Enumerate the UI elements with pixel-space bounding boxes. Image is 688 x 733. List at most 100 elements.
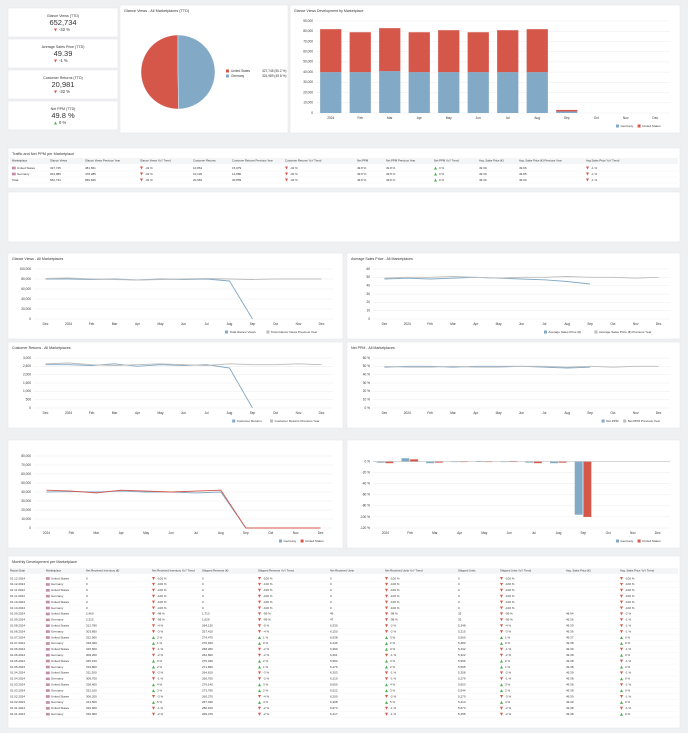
- bar: [525, 461, 534, 463]
- table-cell: -3 %: [157, 629, 164, 633]
- x-tick-label: Nov: [633, 322, 639, 326]
- bar-segment: [467, 32, 489, 73]
- table-cell: -100 %: [625, 582, 635, 586]
- column-header: Net PPM: [357, 159, 369, 163]
- table-cell: 49.39: [566, 671, 574, 675]
- pie-slice: [140, 34, 179, 110]
- table-cell: 49.85: [519, 172, 527, 176]
- table-cell: -2 %: [263, 712, 270, 716]
- trend-arrow: [285, 178, 288, 182]
- table-title: Monthly Development per Marketplace: [12, 560, 77, 564]
- column-header: Report Date: [10, 569, 26, 573]
- y-tick-label: 0 %: [365, 459, 371, 463]
- flag-icon: [45, 701, 50, 704]
- trend-arrow: [258, 636, 261, 639]
- table-cell: 5,673: [458, 706, 466, 710]
- legend-label: Total Glance Views Previous Year: [271, 330, 317, 334]
- trend-arrow: [152, 659, 155, 663]
- table-cell: 49.8 %: [386, 166, 396, 170]
- table-cell: Germany: [51, 665, 64, 669]
- table-cell: 279,140: [202, 682, 213, 686]
- x-tick-label: Feb: [427, 322, 433, 326]
- line-series: [384, 365, 591, 369]
- flag-icon: [45, 630, 50, 633]
- trend-arrow: [152, 618, 155, 622]
- trend-arrow: [152, 630, 155, 634]
- y-tick-label: -40 %: [362, 482, 370, 486]
- table-cell: 01.03.2024: [10, 688, 25, 692]
- legend-label: Customer Returns Previous Year: [275, 419, 320, 423]
- table-cell: 0 %: [439, 166, 445, 170]
- table-cell: 1,629: [202, 618, 210, 622]
- column-header: Net PPM Previous Year: [386, 159, 415, 163]
- y-tick-label: 30,000: [303, 80, 313, 84]
- kpi-card: [7, 38, 119, 69]
- table-cell: -100 %: [505, 576, 515, 580]
- table-cell: 01.07.2024: [10, 635, 25, 639]
- table-cell: -100 %: [157, 594, 167, 598]
- table-cell: 481,561: [85, 166, 96, 170]
- table-cell: United States: [51, 576, 70, 580]
- table-cell: 273,790: [202, 688, 213, 692]
- x-tick-label: Aug: [564, 322, 570, 326]
- table-cell: -2 %: [505, 706, 512, 710]
- trend-arrow: [620, 665, 623, 669]
- x-tick-label: Jun: [168, 531, 173, 535]
- trend-arrow: [385, 588, 388, 592]
- chart-card: [346, 341, 681, 429]
- table-cell: 0 %: [263, 641, 269, 645]
- table-cell: -100 %: [263, 582, 273, 586]
- table-cell: -100 %: [505, 606, 515, 610]
- x-tick-label: Aug: [556, 531, 562, 535]
- table-cell: 01.07.2024: [10, 641, 25, 645]
- trend-arrow: [500, 653, 503, 657]
- table-cell: -2 %: [263, 677, 270, 681]
- table-cell: 01.10.2024: [10, 606, 25, 610]
- trend-arrow: [620, 695, 623, 698]
- column-header: Shipped Units YoY Trend: [500, 569, 531, 573]
- line-series: [45, 363, 253, 409]
- table-cell: -98 %: [390, 618, 398, 622]
- table-cell: -1 %: [505, 677, 512, 681]
- table-cell: -100 %: [390, 588, 400, 592]
- table-cell: -100 %: [390, 576, 400, 580]
- trend-arrow: [385, 677, 388, 681]
- line-series: [45, 277, 322, 281]
- x-tick-label: Nov: [623, 116, 629, 120]
- legend-swatch: [270, 419, 273, 423]
- table-cell: 0: [458, 606, 460, 610]
- table-cell: -1 %: [390, 653, 397, 657]
- table-cell: 269,370: [202, 712, 213, 716]
- data-label: 324,989 (49.8 %): [262, 74, 286, 78]
- table-cell: 2 %: [505, 659, 511, 663]
- y-tick-label: 1,000: [23, 389, 31, 393]
- table-cell: 10,120: [193, 172, 203, 176]
- table-cell: 01.10.2024: [10, 600, 25, 604]
- table-cell: 6,650: [330, 682, 338, 686]
- trend-arrow: [152, 671, 155, 675]
- table-cell: 49.8 %: [386, 172, 396, 176]
- bar: [558, 461, 567, 463]
- x-tick-label: Oct: [273, 411, 278, 415]
- table-cell: 0 %: [625, 688, 631, 692]
- trend-arrow: [258, 659, 261, 663]
- column-header: Shipped Revenue (€): [202, 569, 229, 573]
- table-cell: 4 %: [505, 700, 511, 704]
- table-cell: -100 %: [263, 606, 273, 610]
- y-tick-label: 0: [311, 111, 313, 115]
- trend-arrow: [258, 612, 261, 616]
- trend-arrow: [385, 636, 388, 639]
- table-cell: -100 %: [263, 600, 273, 604]
- table-cell: Total: [12, 178, 19, 182]
- y-tick-label: 100,000: [19, 267, 31, 271]
- x-tick-label: Sep: [587, 411, 593, 415]
- y-tick-label: 60,000: [303, 50, 313, 54]
- x-tick-label: Nov: [293, 531, 299, 535]
- legend-swatch: [616, 539, 619, 543]
- x-tick-label: Jul: [532, 531, 536, 535]
- table-cell: Germany: [51, 688, 64, 692]
- x-tick-label: Mar: [450, 411, 456, 415]
- table-cell: 5,455: [458, 712, 466, 716]
- x-tick-label: Jun: [507, 531, 512, 535]
- table-cell: 01.09.2024: [10, 612, 25, 616]
